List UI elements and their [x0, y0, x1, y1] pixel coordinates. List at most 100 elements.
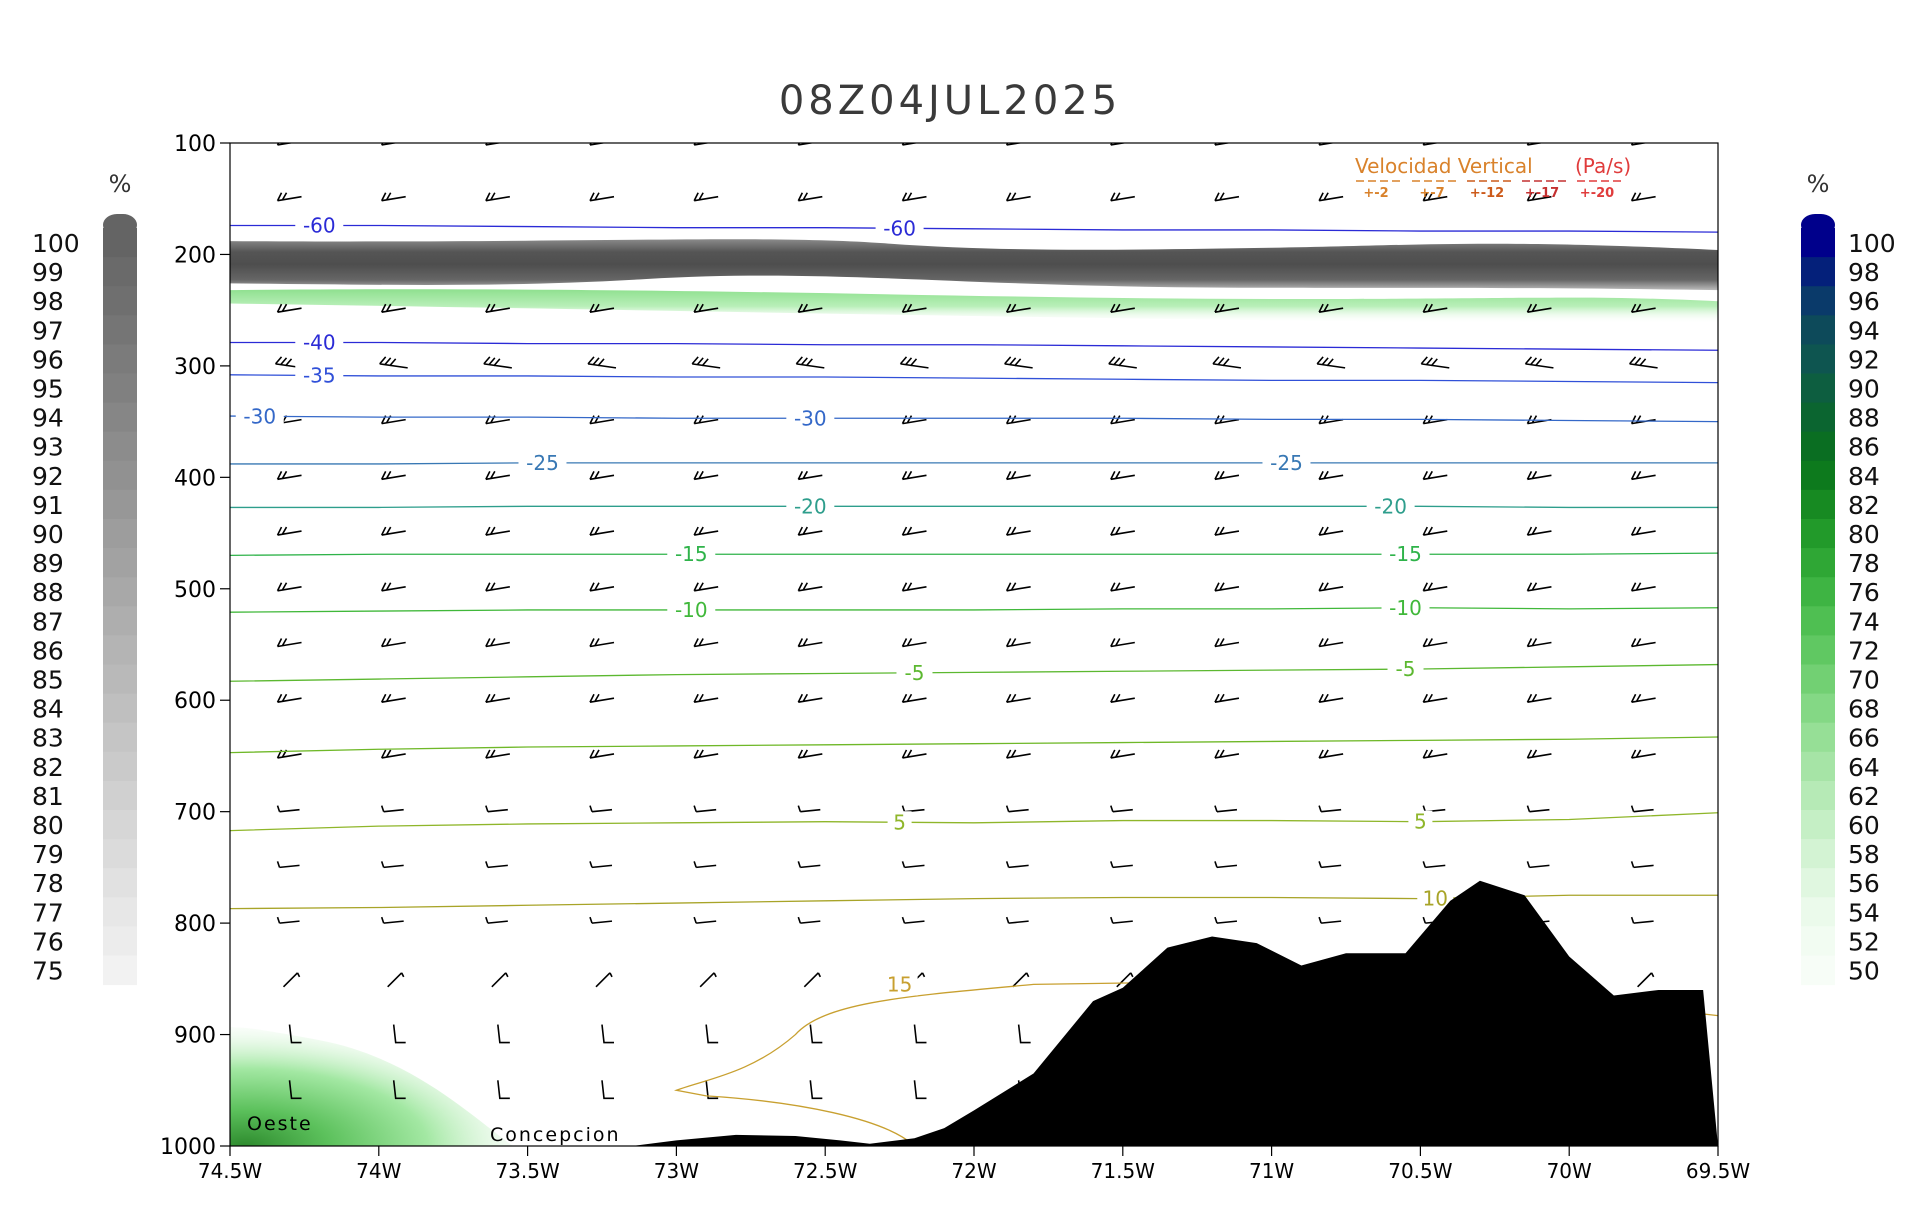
- wind-barb: [601, 1080, 614, 1100]
- wind-barb: [1214, 638, 1240, 648]
- colorbar-swatch: [1801, 780, 1835, 811]
- colorbar-swatch: [103, 344, 137, 374]
- wind-barb: [1422, 192, 1448, 202]
- colorbar-tick-label: 97: [32, 316, 64, 345]
- temperature-contours: -60 -60 -40 -35 -30 -30 -25 -25 -20 -20 -15 -15 -10 -…: [230, 213, 1718, 1146]
- contour-line: [230, 812, 1718, 832]
- colorbar-tick-label: 62: [1848, 782, 1880, 811]
- colorbar-swatch: [1801, 315, 1835, 345]
- wind-barb: [485, 143, 503, 146]
- colorbar-tick-label: 50: [1848, 957, 1880, 986]
- colorbar-tick-label: 95: [32, 375, 64, 404]
- contour-line: [230, 224, 1718, 233]
- wind-barb: [1214, 192, 1240, 202]
- wind-barb: [587, 356, 617, 369]
- wind-barb: [901, 916, 925, 924]
- wind-barb: [1630, 470, 1656, 481]
- colorbar-swatch: [1801, 635, 1835, 665]
- wind-barb: [1630, 749, 1656, 759]
- wind-barb: [901, 693, 927, 704]
- wind-barb: [1422, 526, 1448, 536]
- colorbar-tick-label: 76: [1848, 578, 1880, 607]
- colorbar-swatch: [103, 839, 137, 869]
- contour-label-bg: [1381, 596, 1430, 619]
- wind-barb: [1110, 805, 1133, 813]
- colorbar-tick-label: 82: [32, 753, 64, 782]
- wind-barb: [693, 470, 719, 481]
- chart-title: 08Z04JUL2025: [779, 78, 1121, 124]
- wind-barb: [1526, 582, 1552, 592]
- colorbar-tick-label: 83: [32, 724, 64, 753]
- vertical-velocity-legend: Velocidad Vertical (Pa/s) +-2 +-7 +-12 +-17 +-…: [1355, 154, 1631, 201]
- x-tick-label: 70W: [1547, 1159, 1592, 1183]
- wind-barb: [380, 749, 406, 759]
- wind-barb: [1110, 861, 1133, 869]
- wind-barb: [795, 356, 825, 369]
- wind-barb: [276, 693, 302, 704]
- colorbar-tick-label: 88: [32, 578, 64, 607]
- wind-barb: [1318, 638, 1344, 648]
- wind-barb: [276, 638, 302, 648]
- wind-barb: [797, 582, 823, 592]
- contour-label: -30: [794, 406, 827, 430]
- legend-units: (Pa/s): [1575, 154, 1631, 178]
- colorbar-tick-label: 86: [32, 636, 64, 665]
- contour-line: [230, 374, 1718, 384]
- colorbar-tick-label: 85: [32, 666, 64, 695]
- wind-barb: [483, 356, 512, 369]
- wind-barb: [1005, 526, 1031, 536]
- colorbar-tick-label: 86: [1848, 433, 1880, 462]
- contour-line: [230, 663, 1718, 682]
- y-tick-label: 200: [174, 243, 216, 268]
- colorbar-swatch: [103, 489, 137, 520]
- wind-barb: [1214, 582, 1240, 592]
- contour-label: -60: [303, 213, 336, 237]
- wind-barb: [589, 638, 615, 648]
- colorbar-swatch: [103, 402, 137, 433]
- y-tick-label: 500: [174, 578, 216, 603]
- wind-barb: [1630, 303, 1656, 313]
- contour-label-bg: [1408, 810, 1433, 833]
- wind-barb: [589, 470, 615, 481]
- colorbar-tick-label: 92: [1848, 345, 1880, 374]
- legend-item: +-12: [1470, 186, 1504, 201]
- colorbar-swatch: [103, 810, 137, 840]
- colorbar-swatch: [1801, 897, 1835, 927]
- colorbar-tick-label: 64: [1848, 753, 1880, 782]
- colorbar-tick-label: 90: [32, 520, 64, 549]
- colorbar-tick-label: 75: [32, 957, 64, 986]
- wind-barb: [1526, 303, 1552, 313]
- colorbar-swatch: [1801, 664, 1835, 695]
- y-tick-label: 800: [174, 912, 216, 937]
- colorbar-swatch: [103, 897, 137, 927]
- contour-line: [230, 341, 1718, 351]
- wind-barb: [1005, 916, 1029, 924]
- wind-barb: [1110, 303, 1135, 313]
- wind-barb: [589, 693, 615, 704]
- colorbar-tick-label: 84: [32, 695, 64, 724]
- contour-label: -10: [1389, 596, 1422, 620]
- contour-label: 5: [1414, 810, 1427, 834]
- colorbar-tick-label: 94: [32, 404, 64, 433]
- legend-item: +-7: [1419, 186, 1444, 201]
- colorbar-tick-label: 81: [32, 782, 64, 811]
- wind-barb: [693, 192, 719, 202]
- colorbar-swatch: [1801, 839, 1835, 869]
- wind-barb: [693, 861, 717, 869]
- wind-barb: [1422, 303, 1448, 313]
- wind-barb: [1422, 143, 1441, 146]
- legend-title: Velocidad Vertical: [1355, 154, 1533, 178]
- wind-barb: [797, 526, 823, 536]
- wind-barb: [485, 805, 508, 813]
- wind-barb: [1526, 143, 1545, 146]
- legend-item: +-2: [1363, 186, 1388, 201]
- contour-label-bg: [295, 214, 344, 237]
- x-tick-label: 73.5W: [495, 1159, 560, 1183]
- wind-barb: [1005, 805, 1029, 813]
- colorbar-tick-label: 99: [32, 258, 64, 287]
- wind-barb: [485, 749, 510, 759]
- colorbar-tick-label: 100: [1848, 229, 1896, 258]
- wind-barb: [1630, 916, 1654, 924]
- contour-label-bg: [667, 598, 716, 621]
